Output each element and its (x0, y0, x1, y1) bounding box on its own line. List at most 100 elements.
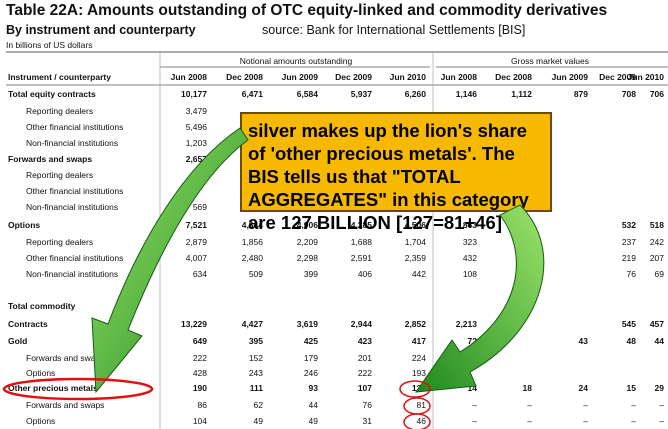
cell: 44 (654, 336, 664, 346)
cell: 6,260 (404, 89, 426, 99)
cell: 1,112 (511, 89, 532, 99)
row-label: Total equity contracts (8, 89, 96, 99)
cell: 569 (192, 202, 207, 212)
cell: 6,584 (296, 89, 318, 99)
column-header: Dec 2009 (335, 72, 372, 82)
cell: 509 (248, 269, 263, 279)
cell: 201 (357, 353, 372, 363)
column-header: Jun 2008 (170, 72, 207, 82)
cell: 152 (248, 353, 263, 363)
cell: 207 (649, 253, 664, 263)
cell: 2,298 (296, 253, 318, 263)
cell: 634 (192, 269, 207, 279)
cell: 15 (626, 383, 636, 393)
row-label: Other financial institutions (26, 186, 124, 196)
cell: 1,704 (404, 237, 426, 247)
cell: 190 (192, 383, 207, 393)
cell: 31 (362, 416, 372, 426)
cell: 879 (573, 89, 588, 99)
group-header: Notional amounts outstanding (239, 56, 353, 66)
row-label: Options (26, 368, 56, 378)
cell: 4,844 (242, 221, 263, 230)
cell: 4,906 (297, 221, 318, 230)
cell: 1,856 (241, 237, 263, 247)
cell: 3,619 (296, 319, 318, 329)
cell: – (659, 400, 664, 410)
cell: 179 (303, 353, 318, 363)
row-label: Gold (8, 336, 28, 346)
cell: 49 (308, 416, 318, 426)
cell: 76 (626, 269, 636, 279)
cell: 48 (626, 336, 636, 346)
cell: – (527, 416, 532, 426)
highlight-label (2, 377, 154, 401)
cell: 243 (248, 368, 263, 378)
cell: 4,427 (241, 319, 263, 329)
cell: 406 (357, 269, 372, 279)
cell: 10,177 (181, 89, 207, 99)
column-header: Jun 2010 (389, 72, 426, 82)
units: In billions of US dollars (6, 40, 93, 50)
cell: 76 (362, 400, 372, 410)
cell: 2,209 (296, 237, 318, 247)
title: Table 22A: Amounts outstanding of OTC eq… (6, 2, 608, 19)
cell: – (472, 416, 477, 426)
cell: 428 (192, 368, 207, 378)
cell: 242 (649, 237, 664, 247)
cell: 432 (462, 253, 477, 263)
cell: 706 (649, 89, 664, 99)
cell: 108 (462, 269, 477, 279)
cell: 1,203 (185, 138, 207, 148)
callout: silver makes up the lion's share of 'oth… (240, 112, 552, 233)
cell: 3,479 (185, 106, 207, 116)
cell: 457 (649, 319, 664, 329)
cell: 708 (621, 89, 636, 99)
arrow-left (91, 127, 249, 394)
row-label: Other financial institutions (26, 253, 124, 263)
row-label: Non-financial institutions (26, 138, 119, 148)
group-header: Gross market values (511, 56, 589, 66)
cell: 2,480 (241, 253, 263, 263)
cell: 107 (357, 383, 372, 393)
cell: 18 (522, 383, 532, 393)
column-header: Jun 2010 (627, 72, 664, 82)
highlight-46 (403, 413, 431, 429)
cell: 649 (192, 336, 207, 346)
cell: 4,285 (351, 221, 372, 230)
cell: 104 (192, 416, 207, 426)
row-label: Contracts (8, 319, 48, 329)
cell: 62 (253, 400, 263, 410)
source: source: Bank for International Settlemen… (262, 23, 526, 37)
cell: 518 (649, 220, 664, 230)
cell: 224 (411, 353, 426, 363)
cell: 425 (303, 336, 318, 346)
cell: 14 (467, 383, 477, 393)
cell: 222 (192, 353, 207, 363)
cell: 6,471 (241, 89, 263, 99)
row-label: Forwards and swaps (8, 154, 93, 164)
row-label: Options (26, 416, 56, 426)
cell: – (472, 400, 477, 410)
cell: 1,146 (455, 89, 477, 99)
column-header: Instrument / counterparty (8, 72, 111, 82)
highlight-127 (399, 380, 431, 398)
row-label: Forwards and swa (26, 353, 96, 363)
row-label: Reporting dealers (26, 106, 94, 116)
cell: 1,688 (350, 237, 372, 247)
cell: 49 (253, 416, 263, 426)
cell: 4,007 (185, 253, 207, 263)
cell: 863 (463, 221, 477, 230)
cell: 442 (411, 269, 426, 279)
cell: – (527, 400, 532, 410)
cell: 2,359 (404, 253, 426, 263)
cell: 237 (621, 237, 636, 247)
cell: 399 (303, 269, 318, 279)
column-header: Jun 2009 (551, 72, 588, 82)
cell: 395 (248, 336, 263, 346)
cell: 44 (308, 400, 318, 410)
cell: 86 (197, 400, 207, 410)
cell: 43 (578, 336, 588, 346)
cell: 24 (578, 383, 588, 393)
